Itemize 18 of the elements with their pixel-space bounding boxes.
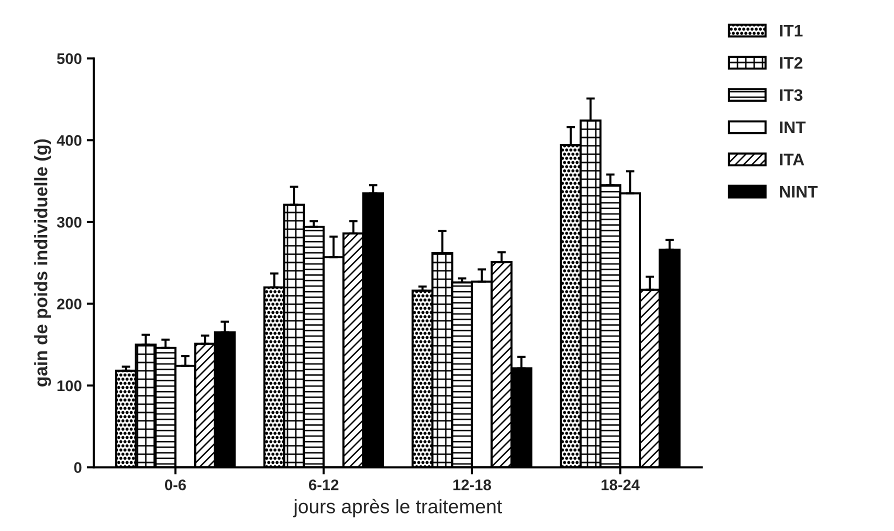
x-tick-label: 0-6 bbox=[164, 479, 186, 490]
x-tick-label: 6-12 bbox=[308, 479, 338, 490]
y-axis-title: gain de poids individuelle (g) bbox=[34, 139, 52, 386]
legend-label: IT3 bbox=[780, 89, 802, 102]
y-tick-label: 500 bbox=[57, 53, 82, 64]
y-tick-label: 200 bbox=[57, 298, 82, 310]
y-tick-label: 100 bbox=[58, 380, 82, 392]
y-tick-label: 300 bbox=[56, 216, 82, 228]
x-axis-title: jours après le traitement bbox=[293, 498, 502, 518]
legend-label: IT2 bbox=[780, 56, 802, 69]
y-tick-label: 0 bbox=[74, 462, 82, 473]
x-tick-label: 12-18 bbox=[453, 479, 492, 490]
x-tick-label: 18-24 bbox=[602, 479, 640, 490]
legend-label: INT bbox=[780, 122, 806, 134]
legend-label: ITA bbox=[780, 154, 804, 166]
legend-label: NINT bbox=[780, 186, 818, 198]
y-tick-label: 400 bbox=[56, 135, 82, 146]
legend-label: IT1 bbox=[780, 24, 803, 36]
